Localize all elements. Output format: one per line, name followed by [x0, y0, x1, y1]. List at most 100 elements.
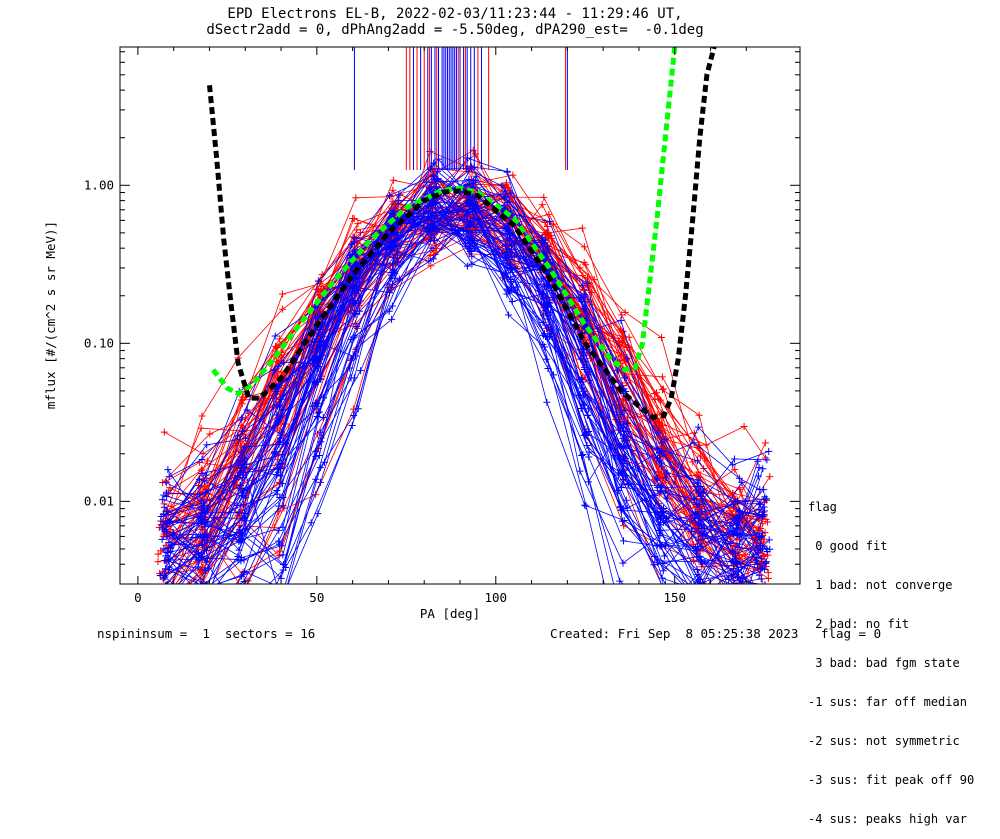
blue-point: [316, 478, 324, 486]
blue-point: [580, 352, 588, 360]
blue-trace-line: [203, 157, 758, 584]
red-point: [582, 261, 590, 269]
blue-point: [734, 544, 742, 552]
blue-point: [307, 519, 315, 527]
blue-point: [196, 532, 204, 540]
red-point: [538, 201, 546, 209]
red-point: [590, 276, 598, 284]
blue-point: [271, 332, 279, 340]
blue-point: [579, 346, 587, 354]
blue-point: [692, 594, 699, 601]
blue-trace: [161, 184, 769, 607]
blue-point: [726, 539, 734, 547]
red-point: [764, 575, 772, 583]
red-point: [702, 441, 710, 449]
blue-point: [759, 605, 766, 612]
blue-point: [544, 333, 552, 341]
legend-item: -2 sus: not symmetric: [808, 734, 960, 748]
red-point: [432, 245, 440, 253]
red-point: [349, 233, 357, 241]
blue-point: [546, 299, 554, 307]
blue-point: [696, 579, 704, 584]
blue-point: [388, 315, 396, 323]
blue-point: [581, 501, 589, 509]
blue-point: [423, 178, 431, 186]
blue-point: [757, 596, 764, 603]
blue-point: [656, 527, 664, 535]
blue-point: [314, 277, 322, 285]
blue-point: [387, 209, 395, 217]
red-point: [761, 439, 769, 447]
blue-point: [314, 402, 322, 410]
blue-point: [694, 578, 702, 584]
blue-point: [168, 540, 176, 548]
blue-point: [468, 252, 476, 260]
red-point: [164, 588, 171, 595]
blue-point: [159, 525, 167, 533]
blue-point: [350, 309, 358, 317]
blue-point: [389, 260, 397, 268]
blue-point: [738, 478, 746, 486]
blue-point: [346, 252, 354, 260]
blue-point: [199, 581, 201, 584]
blue-point: [200, 477, 208, 485]
blue-point: [161, 565, 169, 573]
blue-point: [619, 470, 627, 478]
blue-point: [166, 581, 168, 584]
blue-point: [204, 564, 212, 572]
blue-point: [158, 535, 166, 543]
blue-point: [432, 212, 440, 220]
blue-point: [200, 507, 208, 515]
blue-point: [757, 555, 765, 563]
blue-point: [387, 246, 395, 254]
blue-point: [168, 596, 175, 603]
legend-item: 1 bad: not converge: [808, 578, 953, 592]
blue-point: [762, 600, 769, 607]
red-point: [352, 194, 360, 202]
blue-point: [236, 529, 244, 537]
red-point: [735, 643, 742, 650]
blue-point: [505, 287, 513, 295]
blue-point: [503, 290, 511, 298]
blue-point: [348, 422, 356, 430]
blue-point: [463, 262, 471, 270]
blue-point: [317, 375, 325, 383]
blue-point: [205, 583, 207, 584]
blue-point: [693, 565, 701, 573]
blue-point: [580, 293, 588, 301]
blue-point: [576, 467, 584, 475]
blue-point: [754, 472, 762, 480]
blue-trace-line: [211, 208, 761, 584]
blue-point: [546, 217, 554, 225]
blue-point: [393, 251, 401, 259]
blue-point: [623, 354, 631, 362]
blue-point: [662, 474, 670, 482]
blue-point: [657, 459, 665, 467]
blue-point: [760, 565, 768, 573]
blue-point: [315, 451, 323, 459]
blue-point: [651, 491, 659, 499]
blue-point: [163, 520, 171, 528]
red-point: [578, 224, 586, 232]
red-point: [618, 311, 626, 319]
blue-point: [432, 184, 440, 192]
blue-point: [237, 610, 244, 617]
red-point: [241, 588, 248, 595]
blue-point: [165, 643, 172, 650]
red-point: [760, 538, 768, 546]
red-point: [658, 373, 666, 381]
footer-left: nspininsum = 1 sectors = 16: [97, 626, 316, 641]
blue-point: [729, 643, 736, 650]
red-point: [163, 598, 170, 605]
blue-point: [316, 428, 324, 436]
red-point: [654, 468, 662, 476]
blue-point: [577, 375, 585, 383]
red-point: [165, 602, 172, 609]
data-layer: [154, 146, 774, 650]
blue-point: [757, 542, 765, 550]
blue-point: [694, 521, 702, 529]
blue-point: [273, 610, 280, 617]
red-point: [766, 473, 774, 481]
blue-point: [425, 227, 433, 235]
red-point: [156, 589, 163, 596]
